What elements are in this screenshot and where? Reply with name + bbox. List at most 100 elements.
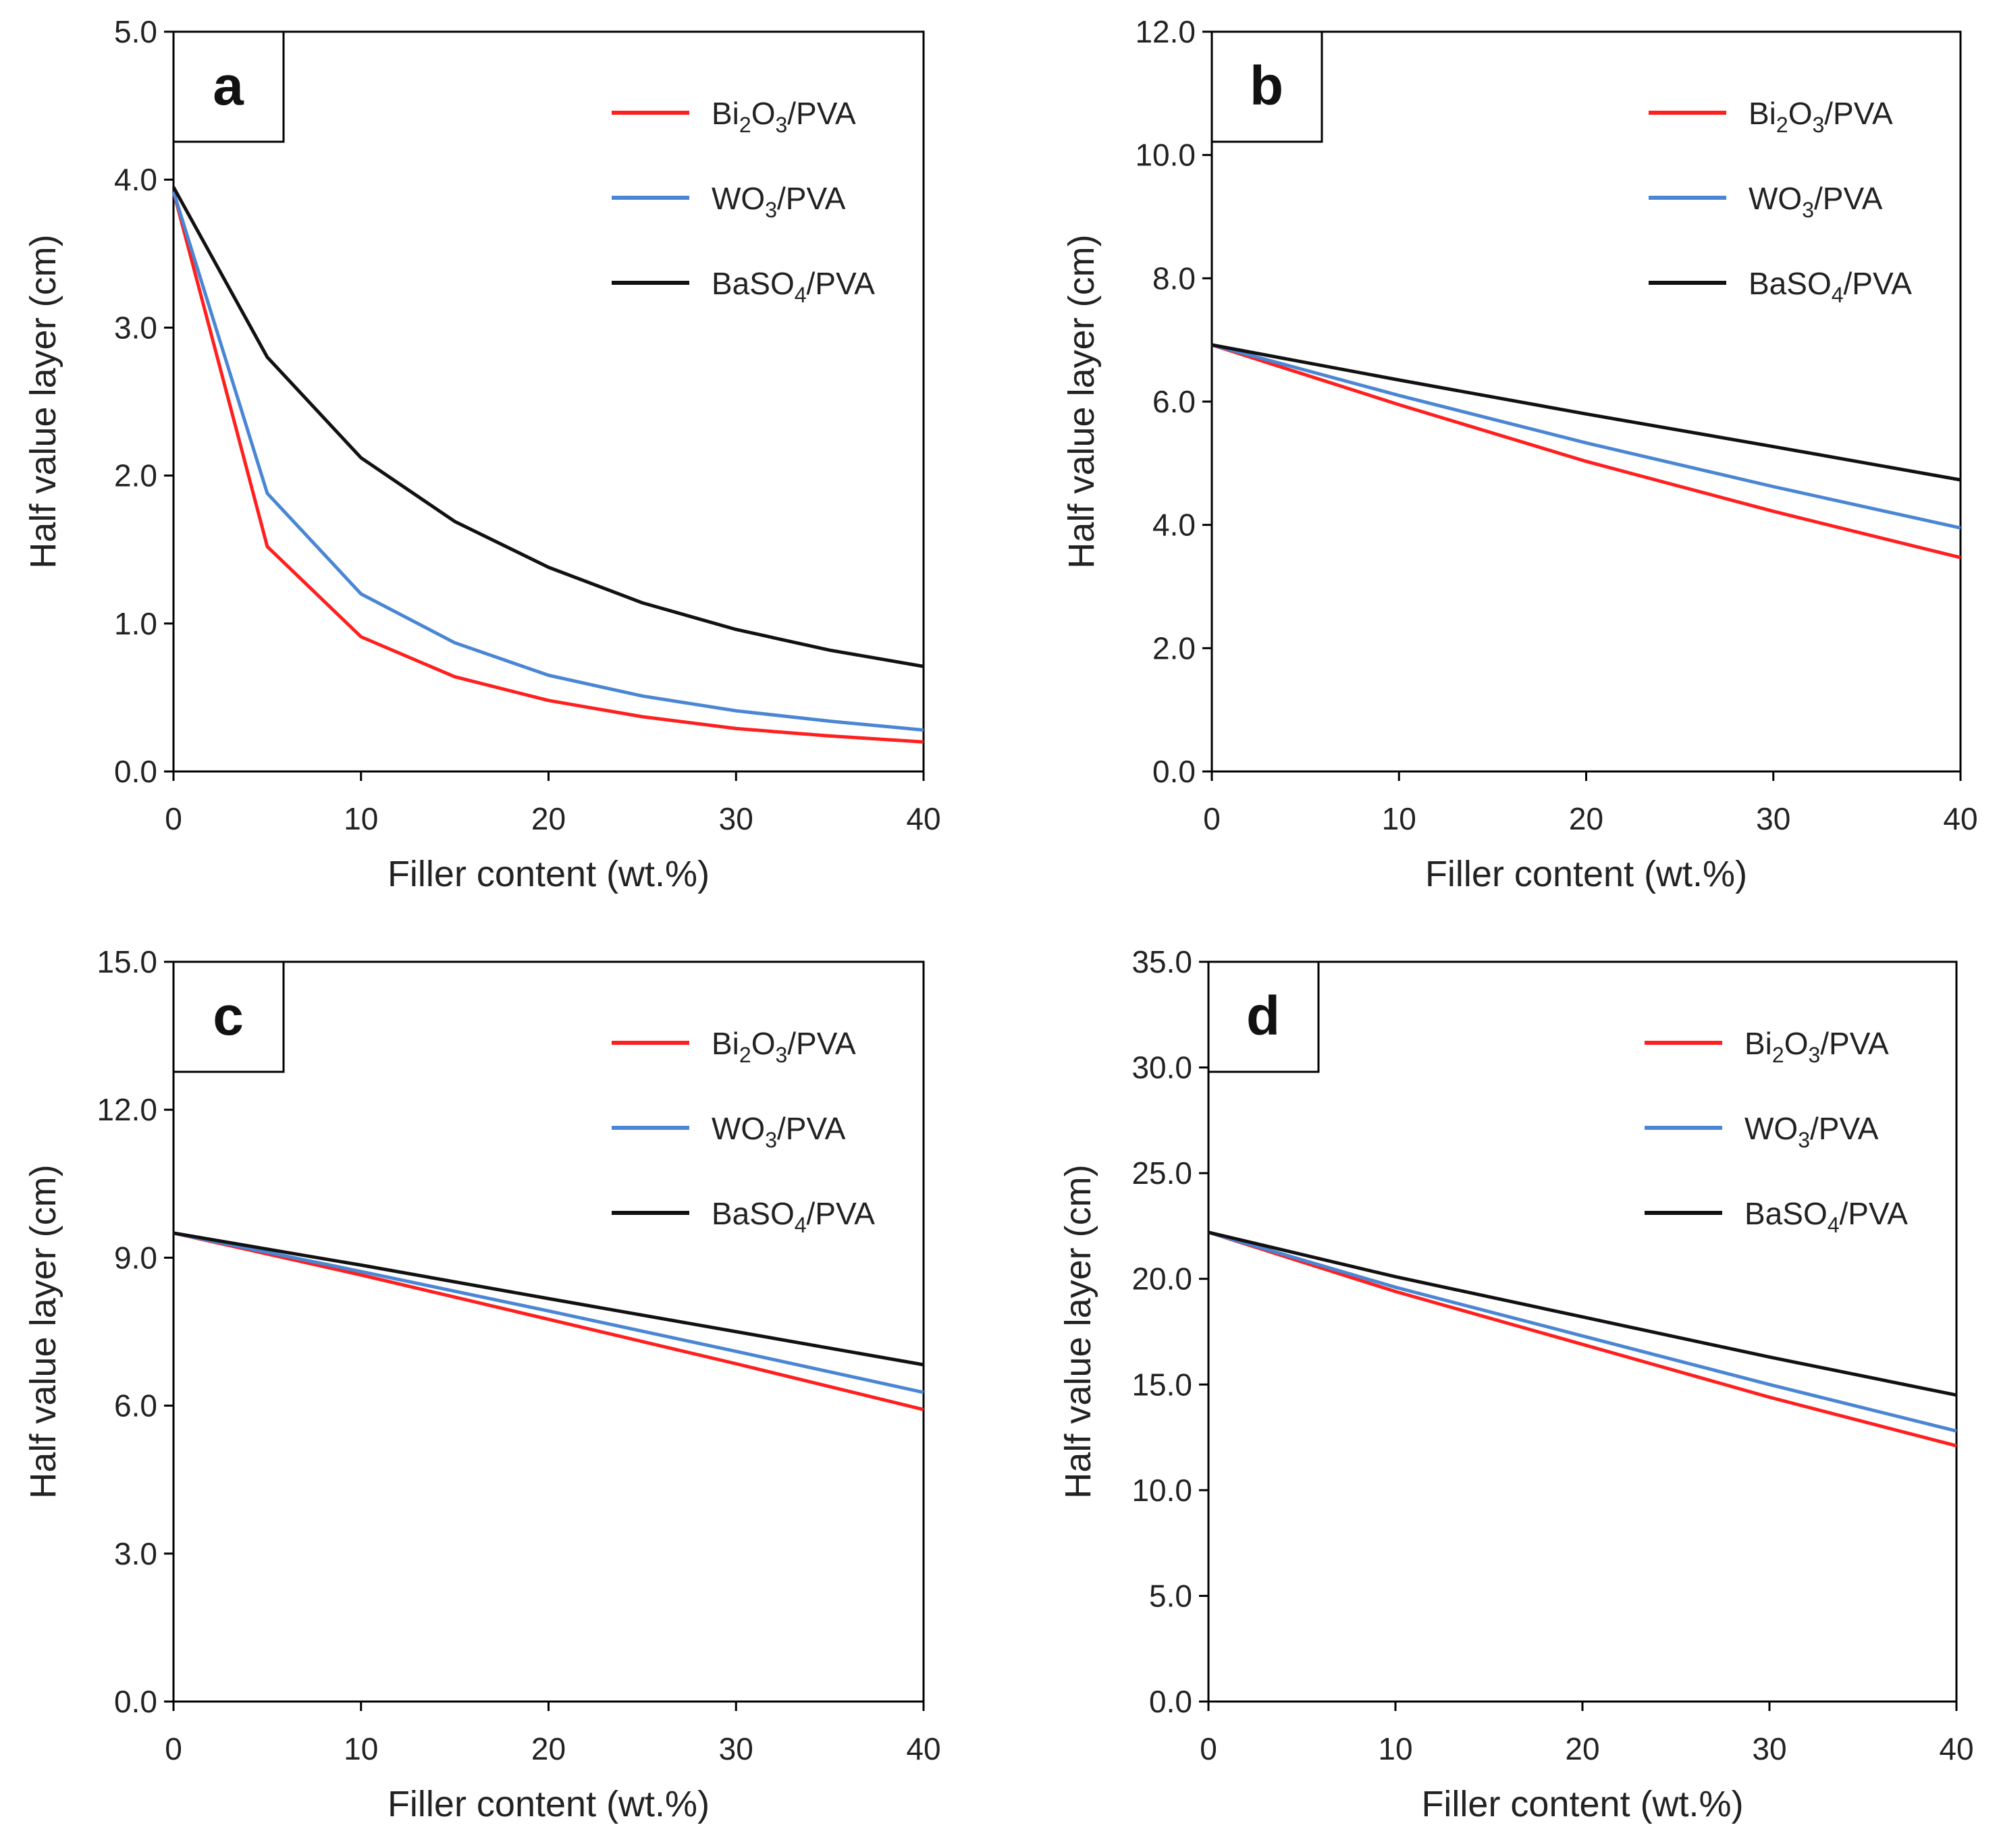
x-axis-title: Filler content (wt.%): [388, 854, 710, 894]
y-tick-label: 0.0: [114, 754, 157, 789]
series-line-2: [171, 186, 924, 668]
legend-text: BaSO: [712, 266, 795, 301]
series-line-1: [173, 1231, 924, 1394]
legend-text: WO: [712, 181, 765, 216]
series-line-1: [1211, 343, 1961, 530]
legend-text: /PVA: [1840, 1196, 1909, 1231]
plot-frame: [172, 960, 925, 1703]
x-tick-label: 40: [906, 1731, 940, 1766]
legend-label-2: BaSO4/PVA: [712, 266, 875, 307]
legend-label-1: WO3/PVA: [712, 1111, 846, 1152]
x-tick-label: 0: [1200, 1731, 1217, 1766]
legend-label-1: WO3/PVA: [712, 181, 846, 222]
x-tick-label: 20: [1565, 1731, 1599, 1766]
y-tick-label: 0.0: [1149, 1684, 1192, 1719]
plot-frame: [1207, 960, 1958, 1703]
y-tick-label: 1.0: [114, 606, 157, 641]
y-tick-label: 6.0: [1152, 384, 1196, 419]
y-tick-label: 6.0: [114, 1388, 157, 1423]
legend-label-1: WO3/PVA: [1744, 1111, 1879, 1152]
legend-subscript: 4: [795, 1213, 807, 1237]
y-tick-label: 15.0: [97, 944, 157, 979]
series-line-1: [171, 190, 924, 732]
x-tick-label: 10: [344, 801, 378, 836]
legend-subscript: 3: [1798, 1128, 1810, 1152]
x-tick-label: 10: [1378, 1731, 1412, 1766]
legend-label-2: BaSO4/PVA: [1744, 1196, 1908, 1237]
y-tick-label: 9.0: [114, 1240, 157, 1275]
y-tick-label: 0.0: [114, 1684, 157, 1719]
legend-text: WO: [1744, 1111, 1798, 1146]
x-tick-label: 30: [719, 801, 753, 836]
y-tick-label: 5.0: [1149, 1578, 1192, 1613]
x-tick-label: 30: [1752, 1731, 1786, 1766]
x-tick-label: 30: [719, 1731, 753, 1766]
x-tick-label: 40: [1943, 801, 1977, 836]
y-tick-label: 2.0: [114, 458, 157, 493]
series-line-0: [1211, 343, 1961, 560]
y-tick-label: 5.0: [114, 14, 157, 49]
legend-text: BaSO: [1744, 1196, 1828, 1231]
legend-text: /PVA: [807, 266, 876, 301]
plot-frame: [172, 30, 925, 773]
x-axis-title: Filler content (wt.%): [1421, 1784, 1743, 1824]
legend-text: /PVA: [1844, 266, 1913, 301]
legend-text: /PVA: [1810, 1111, 1879, 1146]
legend-subscript: 3: [1812, 113, 1824, 137]
y-tick-label: 4.0: [114, 162, 157, 197]
y-axis-title: Half value layer (cm): [1061, 234, 1102, 568]
legend-label-0: Bi2O3/PVA: [1749, 96, 1893, 137]
legend-subscript: 3: [765, 1128, 777, 1152]
legend-subscript: 2: [1772, 1043, 1784, 1067]
legend-text: Bi: [712, 96, 739, 131]
y-tick-label: 8.0: [1152, 261, 1196, 296]
panel-letter-box: [172, 960, 285, 1073]
y-axis-title: Half value layer (cm): [23, 234, 63, 568]
panel-letter-box: [172, 30, 285, 143]
legend-label-2: BaSO4/PVA: [1749, 266, 1912, 307]
panel-a: 0.0 1.0 2.0 3.0 4.0 5.0 0 10 20 30 40 Filler conten…: [23, 14, 941, 894]
legend-subscript: 4: [1828, 1213, 1840, 1237]
legend-subscript: 3: [775, 113, 787, 137]
legend-text: Bi: [1749, 96, 1776, 131]
legend-label-0: Bi2O3/PVA: [712, 96, 856, 137]
legend-text: /PVA: [1820, 1026, 1889, 1061]
x-tick-label: 20: [1569, 801, 1603, 836]
panel-letter-box: [1207, 960, 1320, 1073]
legend-subscript: 3: [775, 1043, 787, 1067]
y-axis-title: Half value layer (cm): [23, 1164, 63, 1498]
legend-subscript: 2: [1776, 113, 1788, 137]
x-tick-label: 10: [344, 1731, 378, 1766]
legend-text: /PVA: [787, 96, 856, 131]
legend-text: WO: [1749, 181, 1802, 216]
x-tick-label: 10: [1382, 801, 1416, 836]
legend-text: /PVA: [787, 1026, 856, 1061]
y-tick-label: 2.0: [1152, 630, 1196, 665]
x-tick-label: 40: [906, 801, 940, 836]
y-tick-label: 3.0: [114, 1536, 157, 1571]
x-tick-label: 0: [165, 1731, 182, 1766]
x-tick-label: 40: [1939, 1731, 1973, 1766]
legend-text: /PVA: [1814, 181, 1883, 216]
y-tick-label: 0.0: [1152, 754, 1196, 789]
legend-subscript: 2: [739, 113, 751, 137]
legend-subscript: 3: [765, 198, 777, 222]
panel-c: 0.0 3.0 6.0 9.0 12.0 15.0 0 10 20 30 40 Filler cont…: [23, 944, 941, 1824]
legend-text: /PVA: [807, 1196, 876, 1231]
legend-text: BaSO: [712, 1196, 795, 1231]
series-line-2: [1208, 1230, 1957, 1397]
legend-label-1: WO3/PVA: [1749, 181, 1883, 222]
y-tick-label: 3.0: [114, 310, 157, 345]
y-tick-label: 20.0: [1131, 1261, 1192, 1297]
y-tick-label: 10.0: [1131, 1473, 1192, 1508]
legend-label-0: Bi2O3/PVA: [712, 1026, 856, 1067]
panel-letter: c: [213, 985, 244, 1047]
legend-subscript: 4: [795, 283, 807, 307]
series-line-0: [171, 191, 924, 744]
series-line-2: [1211, 343, 1961, 482]
legend-subscript: 2: [739, 1043, 751, 1067]
legend-text: /PVA: [777, 1111, 846, 1146]
y-tick-label: 25.0: [1131, 1156, 1192, 1191]
panel-letter: d: [1246, 985, 1280, 1047]
